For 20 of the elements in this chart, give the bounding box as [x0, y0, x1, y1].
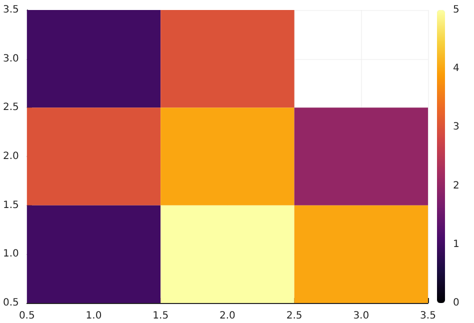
x-tick-label: 3.0: [353, 310, 370, 322]
x-tick-label: 1.5: [152, 310, 169, 322]
color-bar-label: 5: [453, 4, 460, 16]
x-tick-label: 3.5: [420, 310, 436, 322]
color-bar-label: 2: [453, 180, 460, 192]
y-tick-label: 1.5: [2, 200, 19, 211]
color-bar-label: 1: [453, 238, 460, 250]
x-tick-label: 2.5: [286, 310, 302, 322]
y-tick-label: 3.0: [2, 53, 19, 64]
x-tick-label: 2.0: [220, 310, 236, 322]
y-tick-label: 2.5: [2, 102, 19, 114]
x-tick-label: 1.0: [86, 310, 102, 322]
x-tick-label: 0.5: [18, 310, 35, 322]
color-bar-label: 0: [453, 298, 460, 308]
y-tick-label: 3.5: [2, 4, 19, 16]
color-bar-label: 4: [453, 63, 460, 74]
y-tick-label: 2.0: [2, 151, 19, 162]
color-bar-label: 3: [453, 122, 460, 133]
y-tick-label: 1.0: [2, 248, 19, 260]
y-tick-label: 0.5: [2, 298, 19, 308]
